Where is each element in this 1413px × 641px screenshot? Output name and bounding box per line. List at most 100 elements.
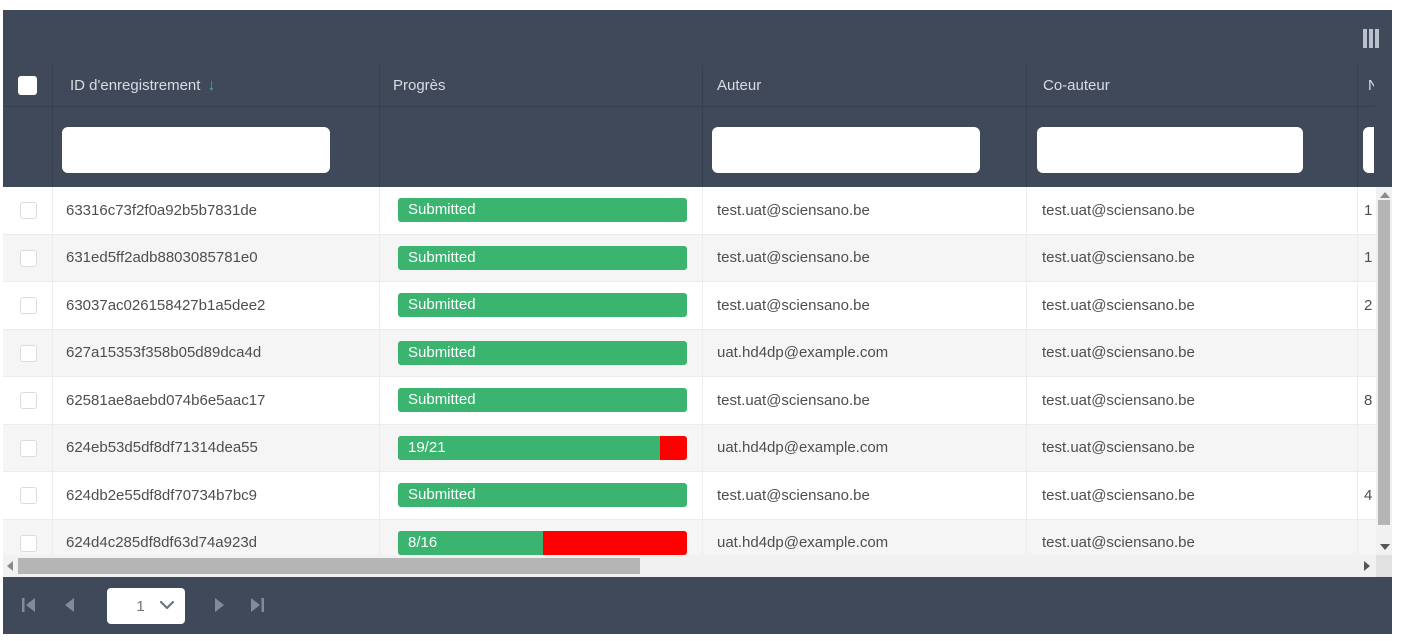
progress-label: Submitted: [398, 245, 687, 270]
horizontal-scrollbar[interactable]: [3, 555, 1376, 577]
progress-label: 8/16: [398, 530, 543, 555]
header-select-cell: [3, 65, 53, 106]
header-author[interactable]: Auteur: [703, 65, 1027, 106]
scroll-right-arrow-icon[interactable]: [1364, 561, 1370, 571]
progress-label: Submitted: [398, 293, 687, 318]
row-checkbox[interactable]: [20, 202, 37, 219]
progress-bar: 8/16: [398, 530, 687, 555]
progress-bar: 19/21: [398, 435, 687, 460]
co-author-filter-input[interactable]: [1037, 127, 1303, 173]
scroll-down-arrow-icon[interactable]: [1380, 544, 1390, 550]
row-checkbox[interactable]: [20, 439, 37, 457]
progress-label: Submitted: [398, 340, 687, 365]
n-cell: 8: [1364, 391, 1373, 409]
table-row: 63037ac026158427b1a5dee2 Submitted test.ua…: [3, 282, 1376, 330]
progress-cell: 8/16: [380, 519, 703, 555]
vertical-scroll-thumb[interactable]: [1378, 200, 1390, 525]
row-checkbox[interactable]: [20, 344, 37, 362]
table-body: 63316c73f2f0a92b5b7831de Submitted test.ua…: [3, 187, 1376, 555]
row-select-cell: [3, 377, 53, 424]
row-select-cell: [3, 234, 53, 281]
author-filter-input[interactable]: [712, 127, 980, 173]
last-page-button[interactable]: [249, 598, 264, 612]
horizontal-scroll-thumb[interactable]: [18, 558, 640, 574]
progress-bar: Submitted: [398, 293, 687, 318]
author-cell: test.uat@sciensano.be: [703, 377, 1027, 424]
progress-bar: Submitted: [398, 198, 687, 223]
record-id-cell: 627a15353f358b05d89dca4d: [53, 329, 380, 376]
table-row: 624d4c285df8df63d74a923d 8/16 uat.hd4dp@ex…: [3, 519, 1376, 556]
co-author-cell: test.uat@sciensano.be: [1027, 234, 1358, 281]
n-filter-input[interactable]: [1363, 127, 1374, 173]
author-cell: test.uat@sciensano.be: [703, 234, 1027, 281]
current-page-value: 1: [136, 597, 145, 615]
select-all-checkbox[interactable]: [18, 76, 37, 95]
page-select[interactable]: 1: [107, 588, 185, 624]
row-select-cell: [3, 329, 53, 376]
co-author-cell: test.uat@sciensano.be: [1027, 519, 1358, 555]
table-row: 624db2e55df8df70734b7bc9 Submitted test.ua…: [3, 472, 1376, 520]
header-progress[interactable]: Progrès: [380, 65, 703, 106]
header-author-label: Auteur: [717, 77, 762, 94]
co-author-cell: test.uat@sciensano.be: [1027, 282, 1358, 329]
table-row: 62581ae8aebd074b6e5aac17 Submitted test.ua…: [3, 377, 1376, 425]
columns-icon[interactable]: [1363, 29, 1382, 48]
row-checkbox[interactable]: [20, 392, 37, 409]
progress-cell: Submitted: [380, 472, 703, 519]
co-author-cell: test.uat@sciensano.be: [1027, 377, 1358, 424]
table-header-row: ID d'enregistrement ↓ Progrès Auteur Co-…: [3, 65, 1374, 107]
co-author-cell: test.uat@sciensano.be: [1027, 424, 1358, 471]
header-n-label: N: [1368, 77, 1374, 94]
header-record-id[interactable]: ID d'enregistrement ↓: [53, 65, 380, 106]
header-n[interactable]: N: [1358, 65, 1374, 106]
row-checkbox[interactable]: [20, 487, 37, 504]
data-grid: ID d'enregistrement ↓ Progrès Auteur Co-…: [3, 10, 1392, 634]
progress-bar: Submitted: [398, 388, 687, 413]
author-cell: test.uat@sciensano.be: [703, 472, 1027, 519]
filter-n-cell: [1358, 107, 1374, 187]
row-select-cell: [3, 424, 53, 471]
progress-bar: Submitted: [398, 245, 687, 270]
scroll-up-arrow-icon[interactable]: [1380, 192, 1390, 198]
filter-select-cell: [3, 107, 53, 187]
row-select-cell: [3, 282, 53, 329]
record-id-cell: 624db2e55df8df70734b7bc9: [53, 472, 380, 519]
header-co-author[interactable]: Co-auteur: [1027, 65, 1358, 106]
table-row: 624eb53d5df8df71314dea55 19/21 uat.hd4dp@e…: [3, 424, 1376, 472]
n-cell: 2: [1364, 296, 1373, 314]
filter-author-cell: [703, 107, 1027, 187]
row-checkbox[interactable]: [20, 249, 37, 267]
row-checkbox[interactable]: [20, 534, 37, 552]
table-row: 63316c73f2f0a92b5b7831de Submitted test.ua…: [3, 187, 1376, 235]
row-select-cell: [3, 519, 53, 555]
n-cell: 1: [1364, 201, 1373, 219]
previous-page-button[interactable]: [64, 598, 75, 612]
header-record-id-label: ID d'enregistrement: [70, 77, 201, 94]
progress-label: 19/21: [398, 435, 660, 460]
record-id-cell: 624eb53d5df8df71314dea55: [53, 424, 380, 471]
n-cell: [1358, 425, 1376, 472]
filter-progress-cell: [380, 107, 703, 187]
co-author-cell: test.uat@sciensano.be: [1027, 329, 1358, 376]
co-author-cell: test.uat@sciensano.be: [1027, 187, 1358, 234]
progress-cell: Submitted: [380, 329, 703, 376]
n-cell: [1358, 520, 1376, 556]
progress-cell: 19/21: [380, 424, 703, 471]
table-row: 627a15353f358b05d89dca4d Submitted uat.hd4…: [3, 329, 1376, 377]
next-page-button[interactable]: [214, 598, 225, 612]
author-cell: test.uat@sciensano.be: [703, 282, 1027, 329]
first-page-button[interactable]: [22, 598, 37, 612]
record-id-filter-input[interactable]: [62, 127, 330, 173]
filter-record-id-cell: [53, 107, 380, 187]
scrollbar-corner: [1376, 555, 1392, 577]
row-select-cell: [3, 472, 53, 519]
n-cell: 4: [1364, 486, 1373, 504]
filter-co-author-cell: [1027, 107, 1358, 187]
progress-cell: Submitted: [380, 187, 703, 234]
progress-cell: Submitted: [380, 282, 703, 329]
author-cell: test.uat@sciensano.be: [703, 187, 1027, 234]
scroll-left-arrow-icon[interactable]: [7, 561, 13, 571]
vertical-scrollbar[interactable]: [1376, 187, 1392, 555]
author-cell: uat.hd4dp@example.com: [703, 329, 1027, 376]
row-checkbox[interactable]: [20, 297, 37, 314]
